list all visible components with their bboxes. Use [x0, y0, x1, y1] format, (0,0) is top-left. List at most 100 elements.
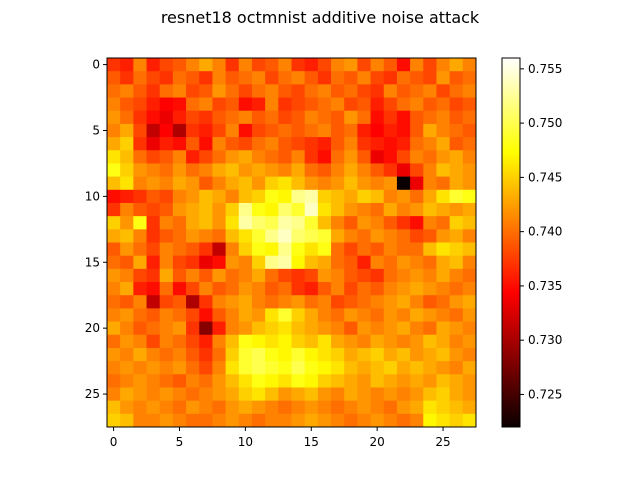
heatmap-cell [133, 216, 147, 230]
heatmap-cell [462, 242, 477, 257]
heatmap-cell [423, 216, 437, 230]
heatmap-cell [212, 110, 227, 125]
heatmap-cell [304, 216, 319, 230]
heatmap-cell [436, 282, 451, 296]
heatmap-cell [146, 97, 161, 112]
heatmap-cell [120, 97, 134, 112]
heatmap-cell [396, 71, 411, 85]
heatmap-cell [186, 97, 200, 112]
heatmap-cell [304, 202, 319, 217]
heatmap-cell [107, 347, 121, 362]
heatmap-cell [186, 229, 200, 243]
heatmap-cell [225, 413, 240, 428]
heatmap-cell [120, 308, 134, 322]
heatmap-cell [159, 97, 174, 112]
heatmap-cell [383, 110, 398, 125]
heatmap-cell [449, 268, 464, 283]
heatmap-cell [331, 387, 345, 402]
heatmap-cell [317, 334, 332, 349]
heatmap-cell [225, 242, 240, 257]
heatmap-cell [265, 361, 279, 375]
heatmap-cell [370, 242, 385, 257]
heatmap-cell [436, 137, 451, 151]
heatmap-cell [410, 282, 424, 296]
heatmap-cell [304, 295, 319, 309]
heatmap-cell [199, 321, 213, 336]
heatmap-cell [331, 400, 345, 415]
heatmap-cell [304, 58, 319, 72]
heatmap-cell [159, 71, 174, 85]
heatmap-cell [357, 97, 371, 112]
heatmap-cell [120, 242, 134, 257]
heatmap-cell [370, 321, 385, 336]
heatmap-cell [410, 189, 424, 204]
heatmap-cell [317, 361, 332, 375]
heatmap-cell [278, 71, 292, 85]
heatmap-cell [278, 374, 292, 388]
heatmap-cell [462, 71, 477, 85]
heatmap-cell [120, 189, 134, 204]
heatmap-cell [172, 150, 187, 164]
heatmap-cell [331, 163, 345, 178]
heatmap-cell [159, 137, 174, 151]
heatmap-cell [159, 229, 174, 243]
heatmap-cell [357, 123, 371, 138]
heatmap-cell [436, 229, 451, 243]
heatmap-cell [212, 202, 227, 217]
heatmap-cell [120, 282, 134, 296]
heatmap-cell [410, 413, 424, 428]
heatmap-cell [251, 202, 266, 217]
heatmap-cell [107, 202, 121, 217]
heatmap-cell [199, 189, 213, 204]
heatmap-cell [370, 110, 385, 125]
heatmap-cell [159, 189, 174, 204]
heatmap-cell [423, 255, 437, 270]
heatmap-cell [449, 189, 464, 204]
heatmap-cell [344, 400, 358, 415]
heatmap-cell [291, 400, 306, 415]
heatmap-cell [212, 242, 227, 257]
heatmap-cell [251, 387, 266, 402]
heatmap-cell [265, 347, 279, 362]
heatmap-cell [331, 123, 345, 138]
heatmap-cell [449, 347, 464, 362]
heatmap-cell [172, 255, 187, 270]
chart-title: resnet18 octmnist additive noise attack [161, 8, 480, 27]
heatmap-cell [383, 84, 398, 98]
heatmap-cell [133, 110, 147, 125]
heatmap-cell [107, 58, 121, 72]
heatmap-cell [120, 268, 134, 283]
heatmap-cell [410, 334, 424, 349]
heatmap-cell [120, 387, 134, 402]
heatmap-cell [238, 334, 253, 349]
heatmap-cell [344, 97, 358, 112]
heatmap-cell [370, 176, 385, 191]
heatmap-cell [278, 413, 292, 428]
heatmap-cell [172, 374, 187, 388]
heatmap-cell [396, 308, 411, 322]
heatmap-cell [383, 150, 398, 164]
heatmap-cell [251, 189, 266, 204]
heatmap-cell [199, 163, 213, 178]
heatmap-cell [449, 400, 464, 415]
heatmap-cell [304, 150, 319, 164]
heatmap-cell [291, 334, 306, 349]
heatmap-cell [423, 163, 437, 178]
colorbar-tick-label: 0.725 [528, 387, 562, 401]
heatmap-cell [357, 163, 371, 178]
heatmap-cell [212, 334, 227, 349]
heatmap-cell [120, 202, 134, 217]
plot-frame [106, 57, 477, 428]
heatmap-cell [107, 255, 121, 270]
heatmap-cell [449, 137, 464, 151]
y-axis: 0 5 10 15 20 25 [85, 58, 107, 401]
heatmap-cell [462, 361, 477, 375]
heatmap-cell [304, 255, 319, 270]
heatmap-cell [396, 282, 411, 296]
heatmap-cell [265, 334, 279, 349]
heatmap-cell [410, 123, 424, 138]
heatmap-cell [331, 282, 345, 296]
heatmap-cell [291, 110, 306, 125]
heatmap-cell [462, 413, 477, 428]
heatmap-cell [159, 58, 174, 72]
